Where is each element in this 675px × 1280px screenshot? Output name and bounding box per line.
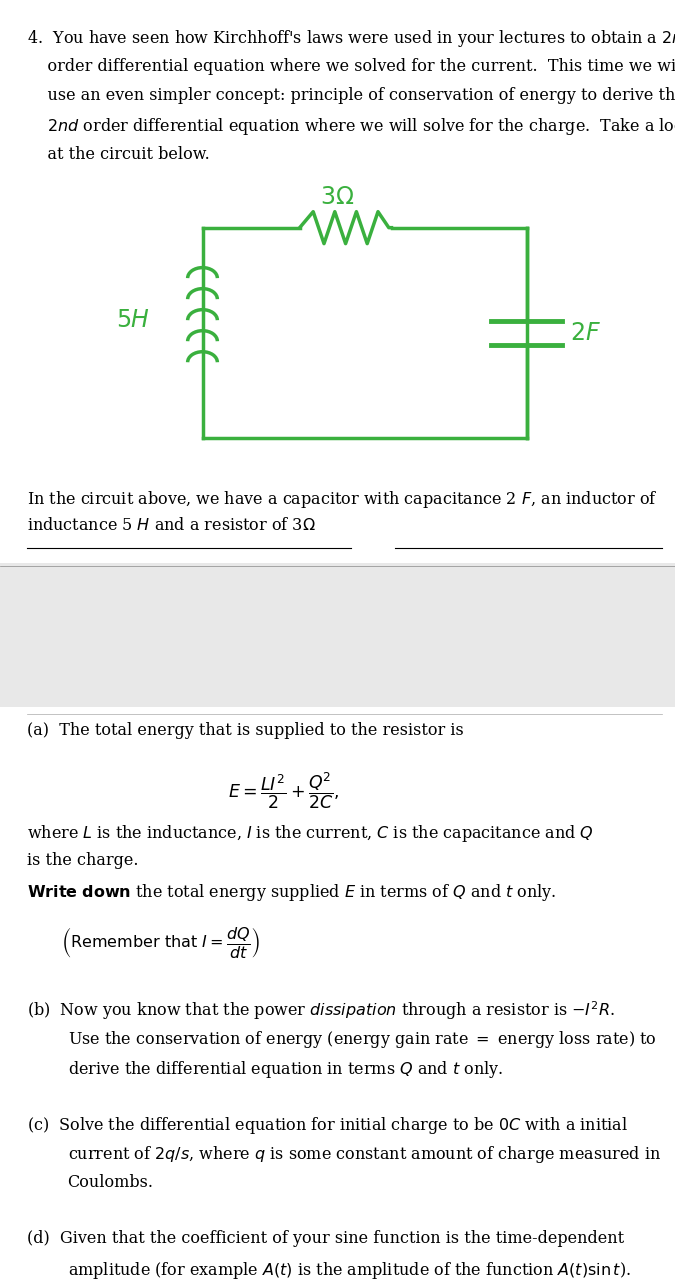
Text: where $L$ is the inductance, $I$ is the current, $C$ is the capacitance and $Q$: where $L$ is the inductance, $I$ is the …	[27, 823, 594, 844]
Text: (c)  Solve the differential equation for initial charge to be $0C$ with a initia: (c) Solve the differential equation for …	[27, 1115, 628, 1135]
Text: Coulombs.: Coulombs.	[68, 1174, 153, 1190]
Text: current of $2q/s$, where $q$ is some constant amount of charge measured in: current of $2q/s$, where $q$ is some con…	[68, 1144, 661, 1165]
Text: amplitude (for example $A(t)$ is the amplitude of the function $A(t)\sin t$).: amplitude (for example $A(t)$ is the amp…	[68, 1260, 630, 1280]
Text: $\left(\mathrm{Remember\ that\ } I = \dfrac{dQ}{dt}\right)$: $\left(\mathrm{Remember\ that\ } I = \df…	[61, 925, 261, 960]
Text: (a)  The total energy that is supplied to the resistor is: (a) The total energy that is supplied to…	[27, 722, 464, 739]
Text: order differential equation where we solved for the current.  This time we will: order differential equation where we sol…	[27, 58, 675, 74]
Text: $\mathbf{Write\ down}$ the total energy supplied $E$ in terms of $Q$ and $t$ onl: $\mathbf{Write\ down}$ the total energy …	[27, 882, 556, 902]
Text: $2F$: $2F$	[570, 321, 601, 344]
Text: use an even simpler concept: principle of conservation of energy to derive the: use an even simpler concept: principle o…	[27, 87, 675, 104]
Text: $2nd$ order differential equation where we will solve for the charge.  Take a lo: $2nd$ order differential equation where …	[27, 116, 675, 137]
Text: derive the differential equation in terms $Q$ and $t$ only.: derive the differential equation in term…	[68, 1059, 503, 1079]
Text: 4.  You have seen how Kirchhoff's laws were used in your lectures to obtain a $2: 4. You have seen how Kirchhoff's laws we…	[27, 28, 675, 49]
Text: $5H$: $5H$	[115, 308, 149, 333]
Text: is the charge.: is the charge.	[27, 852, 138, 869]
Bar	[0, 563, 675, 707]
Text: $3\Omega$: $3\Omega$	[321, 186, 354, 210]
Text: (d)  Given that the coefficient of your sine function is the time-dependent: (d) Given that the coefficient of your s…	[27, 1230, 624, 1247]
Text: (b)  Now you know that the power $\mathit{dissipation}$ through a resistor is $-: (b) Now you know that the power $\mathit…	[27, 1000, 615, 1023]
Text: $E = \dfrac{LI^2}{2} + \dfrac{Q^2}{2C},$: $E = \dfrac{LI^2}{2} + \dfrac{Q^2}{2C},$	[228, 771, 339, 812]
Text: inductance 5 $H$ and a resistor of 3$\Omega$: inductance 5 $H$ and a resistor of 3$\Om…	[27, 517, 316, 534]
Text: In the circuit above, we have a capacitor with capacitance 2 $F$, an inductor of: In the circuit above, we have a capacito…	[27, 489, 658, 509]
Text: Use the conservation of energy (energy gain rate $=$ energy loss rate) to: Use the conservation of energy (energy g…	[68, 1029, 656, 1050]
Text: at the circuit below.: at the circuit below.	[27, 146, 210, 163]
